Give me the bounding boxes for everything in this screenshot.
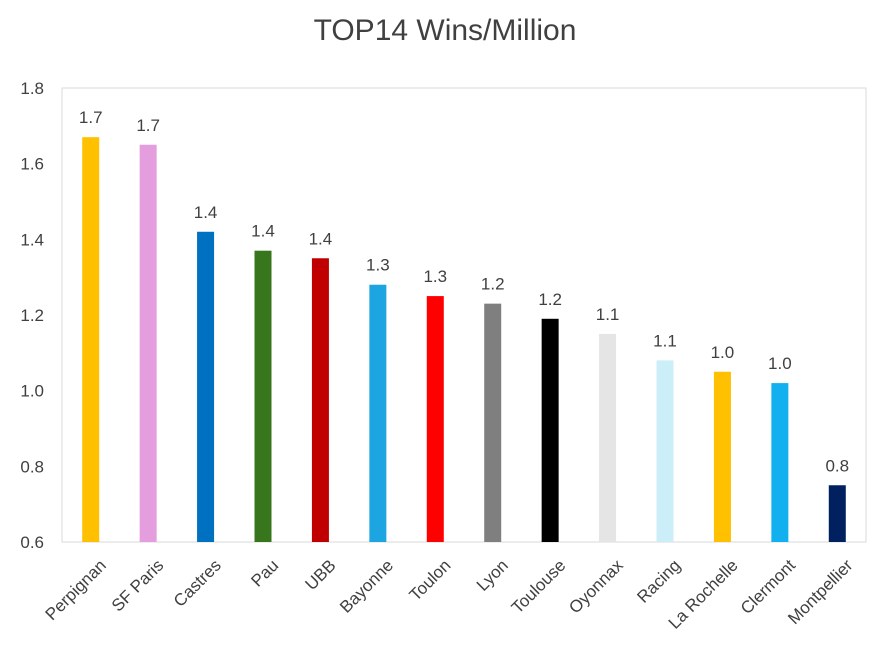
bar-ubb bbox=[311, 258, 329, 542]
bar-castres bbox=[197, 231, 215, 542]
bar-pau bbox=[254, 250, 272, 542]
y-tick-label: 1.0 bbox=[20, 382, 44, 401]
x-category-label: Pau bbox=[247, 556, 282, 591]
x-category-label: Toulon bbox=[406, 556, 455, 605]
data-label: 1.2 bbox=[538, 290, 562, 309]
data-label: 1.1 bbox=[596, 305, 620, 324]
bar-toulon bbox=[426, 296, 444, 542]
data-label: 0.8 bbox=[825, 456, 849, 475]
plot-area-border bbox=[61, 87, 867, 543]
bar-lyon bbox=[484, 303, 502, 542]
data-label: 1.4 bbox=[309, 229, 333, 248]
data-label: 1.0 bbox=[711, 343, 735, 362]
x-category-label: Lyon bbox=[473, 556, 512, 595]
data-label: 1.7 bbox=[79, 108, 103, 127]
label-layer: 1.7 Perpignan 1.7 SF Paris 1.4 Castres 1.4 Pau 1… bbox=[42, 108, 857, 633]
y-tick-label: 0.6 bbox=[20, 533, 44, 552]
data-label: 1.3 bbox=[366, 256, 390, 275]
data-label: 1.2 bbox=[481, 275, 505, 294]
x-category-label: SF Paris bbox=[108, 556, 168, 616]
x-category-label: Perpignan bbox=[42, 556, 110, 624]
y-tick-label: 1.6 bbox=[20, 155, 44, 174]
axis-layer: 0.6 0.8 1.0 1.2 1.4 1.6 1.8 bbox=[20, 79, 867, 552]
bar-clermont bbox=[771, 383, 789, 542]
bar-bayonne bbox=[369, 284, 387, 542]
x-category-label: Oyonnax bbox=[565, 555, 627, 617]
chart-title: TOP14 Wins/Million bbox=[313, 14, 577, 47]
bar-montpellier bbox=[828, 485, 846, 542]
data-label: 1.7 bbox=[136, 116, 160, 135]
bar-oyonnax bbox=[599, 333, 617, 542]
bar-sf-paris bbox=[139, 144, 157, 542]
y-tick-label: 1.4 bbox=[20, 230, 44, 249]
data-label: 1.4 bbox=[251, 222, 275, 241]
bar-layer bbox=[82, 137, 846, 542]
x-category-label: Bayonne bbox=[336, 556, 397, 617]
y-tick-label: 1.2 bbox=[20, 306, 44, 325]
bar-racing bbox=[656, 360, 674, 542]
bar-toulouse bbox=[541, 318, 559, 542]
x-category-label: Toulouse bbox=[508, 556, 570, 618]
data-label: 1.3 bbox=[423, 267, 447, 286]
y-tick-label: 1.8 bbox=[20, 79, 44, 98]
bar-la-rochelle bbox=[713, 371, 731, 542]
data-label: 1.0 bbox=[768, 354, 792, 373]
x-category-label: Castres bbox=[170, 556, 225, 611]
data-label: 1.4 bbox=[194, 203, 218, 222]
y-tick-label: 0.8 bbox=[20, 457, 44, 476]
x-category-label: UBB bbox=[302, 556, 340, 594]
x-category-label: Racing bbox=[633, 556, 684, 607]
bar-perpignan bbox=[82, 137, 100, 542]
data-label: 1.1 bbox=[653, 331, 677, 350]
